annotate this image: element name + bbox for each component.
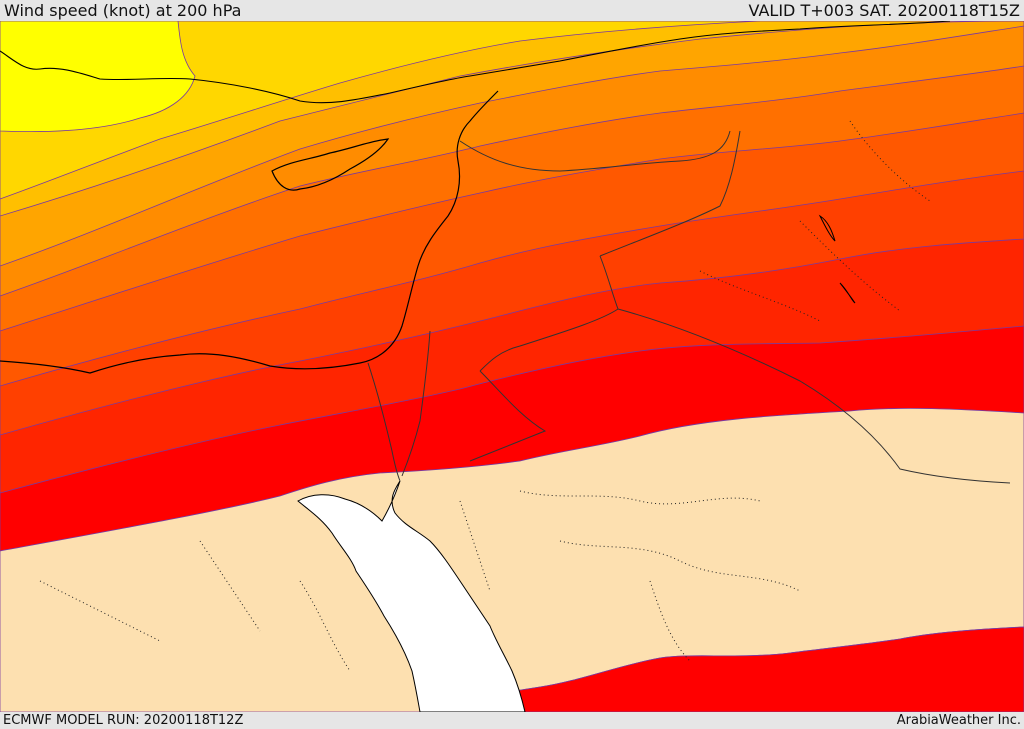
band-1 bbox=[0, 21, 196, 133]
borders bbox=[367, 130, 1011, 484]
map-title: Wind speed (knot) at 200 hPa bbox=[4, 1, 242, 20]
southern-jet-band bbox=[419, 626, 1024, 712]
cyprus bbox=[271, 138, 390, 191]
mediterranean-coast bbox=[0, 90, 499, 374]
valid-time: VALID T+003 SAT. 20200118T15Z bbox=[748, 1, 1020, 20]
footer-bar: ECMWF MODEL RUN: 20200118T12Z ArabiaWeat… bbox=[0, 712, 1024, 729]
province-lines bbox=[39, 120, 931, 672]
model-run: ECMWF MODEL RUN: 20200118T12Z bbox=[3, 713, 244, 728]
header-bar: Wind speed (knot) at 200 hPa VALID T+003… bbox=[0, 0, 1024, 21]
wind-speed-map bbox=[0, 21, 1024, 712]
red-sea bbox=[297, 480, 526, 712]
gulf-island bbox=[818, 214, 856, 304]
map-canvas bbox=[0, 21, 1024, 712]
credit: ArabiaWeather Inc. bbox=[896, 713, 1021, 728]
band-2 bbox=[0, 21, 761, 200]
turkey-coast bbox=[0, 21, 951, 104]
